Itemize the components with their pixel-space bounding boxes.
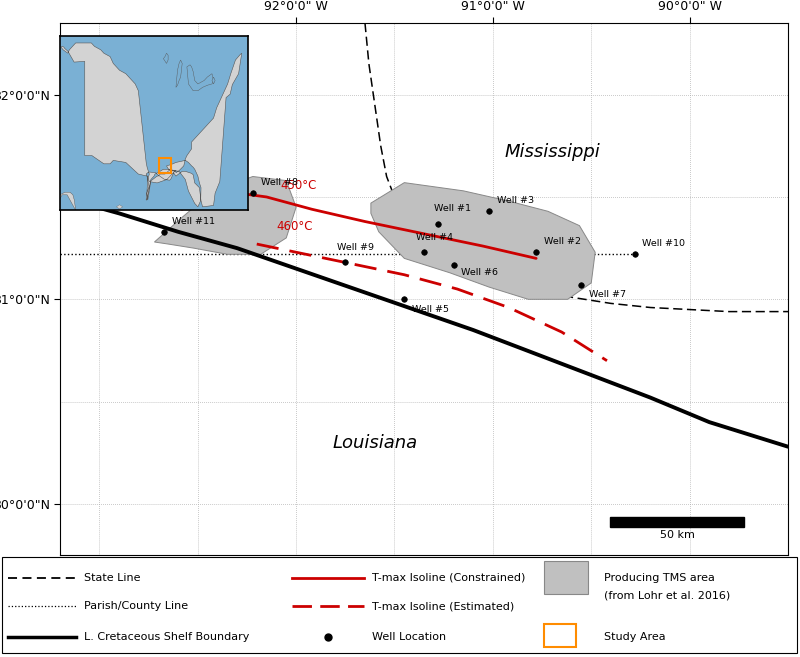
Bar [544,624,576,646]
Text: T-max Isoline (Estimated): T-max Isoline (Estimated) [372,601,514,611]
Text: L. Cretaceous Shelf Boundary: L. Cretaceous Shelf Boundary [84,631,250,642]
Polygon shape [117,205,122,209]
Text: State Line: State Line [84,572,141,583]
Text: Well #9: Well #9 [338,243,374,252]
Text: Well #11: Well #11 [172,217,215,225]
Text: Well #10: Well #10 [642,239,686,248]
Polygon shape [154,177,296,254]
Polygon shape [187,65,214,91]
Text: Well #5: Well #5 [412,305,449,313]
Text: Study Area: Study Area [604,631,666,642]
Polygon shape [212,77,215,84]
Text: Well #7: Well #7 [590,290,626,300]
Text: 460°C: 460°C [277,219,313,233]
Polygon shape [163,53,168,64]
Polygon shape [176,60,182,87]
Bar [610,517,744,527]
Text: Parish/County Line: Parish/County Line [84,601,188,611]
Text: Mississippi: Mississippi [504,143,600,161]
Text: T-max Isoline (Constrained): T-max Isoline (Constrained) [372,572,526,583]
Text: Well #3: Well #3 [497,196,534,205]
Polygon shape [61,43,242,207]
Text: (from Lohr et al. 2016): (from Lohr et al. 2016) [604,591,730,601]
Text: Well #4: Well #4 [416,233,453,242]
Text: Well Location: Well Location [372,631,446,642]
Text: 450°C: 450°C [280,179,317,192]
Bar [544,561,588,594]
Text: Well #1: Well #1 [434,204,471,214]
Text: Louisiana: Louisiana [332,434,418,451]
Bar [158,158,171,173]
Text: Well #2: Well #2 [544,237,581,246]
Polygon shape [49,193,76,210]
Text: Well #6: Well #6 [462,268,498,277]
Polygon shape [371,183,595,300]
Text: Well #8: Well #8 [261,178,298,187]
Text: Producing TMS area: Producing TMS area [604,572,715,583]
Text: 50 km: 50 km [659,530,694,540]
